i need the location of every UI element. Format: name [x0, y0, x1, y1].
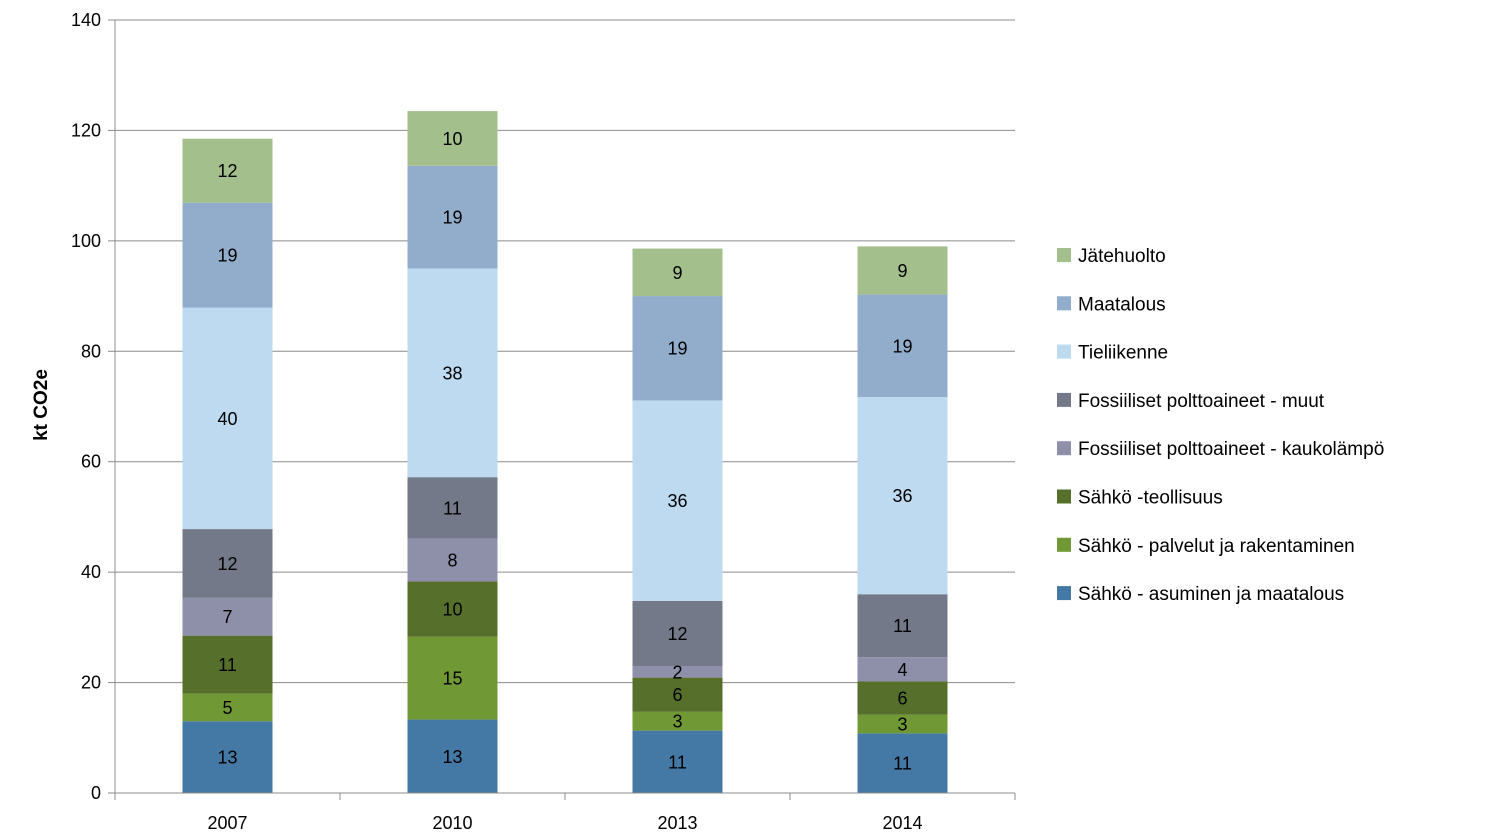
bars: 1351171240191213151081138191011362123619…: [182, 111, 948, 793]
data-label: 13: [217, 748, 237, 768]
bar-segment: [182, 529, 273, 598]
axes: [114, 20, 1016, 800]
bar-segment: [407, 268, 498, 478]
data-label: 36: [892, 486, 912, 506]
data-label: 7: [222, 607, 232, 627]
bar-segment: [857, 397, 948, 595]
data-label: 3: [897, 714, 907, 734]
bar-segment: [182, 138, 273, 203]
bar-segment: [182, 597, 273, 636]
data-label: 36: [667, 491, 687, 511]
legend-label: Sähkö - palvelut ja rakentaminen: [1078, 536, 1355, 557]
data-label: 13: [442, 747, 462, 767]
bar-segment: [857, 294, 948, 398]
y-tick-label: 60: [81, 452, 101, 472]
bar-segment: [632, 730, 723, 793]
bar-segment: [407, 477, 498, 539]
legend-swatch: [1057, 441, 1071, 456]
bar-segment: [407, 165, 498, 269]
legend-swatch: [1057, 586, 1071, 601]
data-label: 12: [217, 161, 237, 181]
data-label: 11: [668, 752, 687, 772]
legend-swatch: [1057, 296, 1071, 311]
bar-segment: [407, 538, 498, 582]
bar-segment: [632, 400, 723, 601]
bar-segment: [182, 635, 273, 694]
y-tick-labels: 0 20 40 60 80 100 120 140: [71, 10, 101, 803]
bar-segment: [857, 657, 948, 682]
legend-label: Fossiiliset polttoaineet - muut: [1078, 391, 1325, 412]
y-tick-label: 40: [81, 562, 101, 582]
legend: Jätehuolto Maatalous Tieliikenne Fossiilise…: [1057, 246, 1384, 605]
data-label: 10: [442, 600, 462, 620]
data-label: 2: [672, 662, 682, 682]
bar-segment: [182, 721, 273, 793]
x-tick-label: 2013: [657, 813, 697, 833]
bar-segment: [407, 111, 498, 166]
legend-label: Tieliikenne: [1078, 343, 1168, 364]
data-label: 19: [442, 208, 462, 228]
data-label: 8: [447, 550, 457, 570]
legend-label: Sähkö -teollisuus: [1078, 488, 1223, 509]
legend-label: Fossiiliset polttoaineet - kaukolämpö: [1078, 439, 1384, 460]
y-tick-label: 140: [71, 10, 101, 30]
bar-segment: [182, 307, 273, 530]
bar-segment: [857, 246, 948, 295]
legend-swatch: [1057, 248, 1071, 262]
y-tick-label: 120: [71, 120, 101, 140]
data-label: 15: [442, 669, 462, 689]
legend-label: Sähkö - asuminen ja maatalous: [1078, 584, 1344, 605]
bar-segment: [857, 733, 948, 793]
data-label: 11: [893, 616, 912, 636]
bar-segment: [182, 693, 273, 722]
data-label: 12: [667, 624, 687, 644]
x-tick-label: 2010: [432, 813, 472, 833]
data-label: 19: [667, 339, 687, 359]
legend-swatch: [1057, 537, 1071, 552]
data-label: 38: [442, 363, 462, 383]
data-label: 6: [897, 689, 907, 709]
data-label: 10: [442, 129, 462, 149]
bar-segment: [632, 666, 723, 678]
bar-segment: [182, 202, 273, 308]
legend-swatch: [1057, 392, 1071, 407]
bar-segment: [632, 296, 723, 401]
legend-swatch: [1057, 489, 1071, 504]
y-tick-label: 100: [71, 231, 101, 251]
data-label: 40: [217, 409, 237, 429]
legend-label: Jätehuolto: [1078, 246, 1166, 267]
data-label: 11: [443, 498, 462, 518]
y-axis-label: kt CO2e: [31, 369, 52, 441]
bar-segment: [407, 719, 498, 793]
data-label: 19: [892, 336, 912, 356]
x-tick-label: 2014: [882, 813, 922, 833]
bar-segment: [632, 711, 723, 731]
data-label: 12: [217, 554, 237, 574]
legend-label: Maatalous: [1078, 294, 1166, 315]
data-label: 9: [672, 263, 682, 283]
bar-segment: [632, 248, 723, 297]
bar-segment: [632, 677, 723, 712]
x-tick-label: 2007: [207, 813, 247, 833]
bar-segment: [857, 594, 948, 658]
data-label: 9: [897, 261, 907, 281]
legend-swatch: [1057, 344, 1071, 359]
y-tick-label: 20: [81, 673, 101, 693]
data-label: 3: [672, 712, 682, 732]
data-label: 6: [672, 685, 682, 705]
data-label: 19: [217, 246, 237, 266]
y-tick-label: 80: [81, 341, 101, 361]
x-tick-labels: 2007 2010 2013 2014: [207, 813, 922, 833]
data-label: 5: [222, 698, 232, 718]
bar-segment: [632, 600, 723, 667]
data-label: 4: [897, 660, 907, 680]
y-tick-label: 0: [91, 783, 101, 803]
bar-segment: [407, 581, 498, 637]
data-label: 11: [893, 754, 912, 774]
bar-segment: [857, 714, 948, 734]
bar-segment: [857, 681, 948, 715]
data-label: 11: [218, 655, 237, 675]
bar-segment: [407, 636, 498, 720]
